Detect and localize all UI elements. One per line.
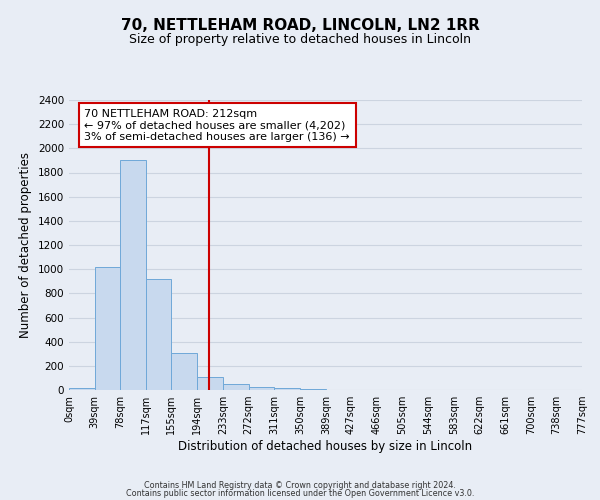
Bar [69,388,95,390]
Bar [121,160,146,390]
Bar [95,267,121,390]
Bar [274,388,300,390]
Bar [223,384,248,390]
Bar [146,279,172,390]
Text: Contains HM Land Registry data © Crown copyright and database right 2024.: Contains HM Land Registry data © Crown c… [144,480,456,490]
Bar [248,387,274,390]
Text: 70 NETTLEHAM ROAD: 212sqm
← 97% of detached houses are smaller (4,202)
3% of sem: 70 NETTLEHAM ROAD: 212sqm ← 97% of detac… [85,108,350,142]
Bar [197,378,223,390]
Text: Size of property relative to detached houses in Lincoln: Size of property relative to detached ho… [129,32,471,46]
Text: Contains public sector information licensed under the Open Government Licence v3: Contains public sector information licen… [126,489,474,498]
X-axis label: Distribution of detached houses by size in Lincoln: Distribution of detached houses by size … [178,440,473,453]
Y-axis label: Number of detached properties: Number of detached properties [19,152,32,338]
Bar [172,352,197,390]
Text: 70, NETTLEHAM ROAD, LINCOLN, LN2 1RR: 70, NETTLEHAM ROAD, LINCOLN, LN2 1RR [121,18,479,32]
